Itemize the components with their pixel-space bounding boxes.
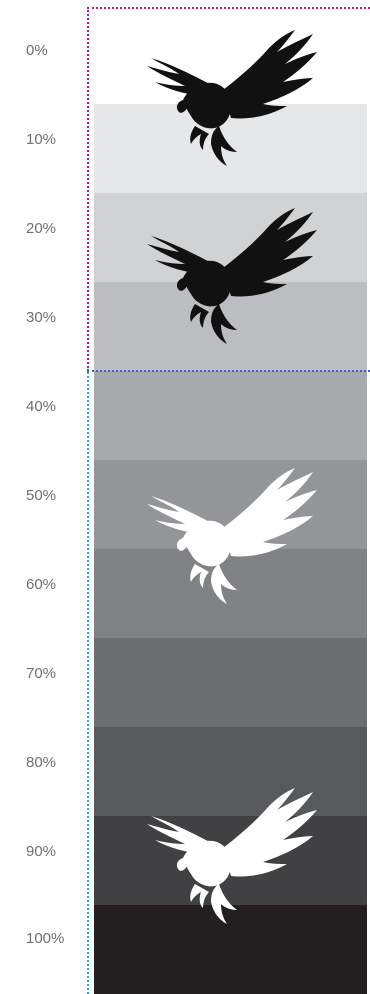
eagle-logo-black-icon [147, 208, 317, 344]
eagle-shape-2 [147, 208, 317, 344]
percent-label-70: 70% [26, 665, 57, 682]
eagle-logo-white-icon [147, 468, 317, 604]
guide-magenta-top [87, 7, 370, 9]
guide-cyan-left [87, 372, 89, 994]
swatch-80 [94, 727, 367, 816]
percent-label-60: 60% [26, 576, 57, 593]
swatch-60 [94, 549, 367, 638]
eagle-shape-1 [147, 30, 317, 166]
eagle-shape-4 [147, 788, 317, 924]
guide-magenta-left [87, 7, 89, 371]
percent-label-30: 30% [26, 309, 57, 326]
percent-label-0: 0% [26, 42, 48, 59]
percent-label-50: 50% [26, 487, 57, 504]
swatch-100 [94, 905, 367, 994]
percent-label-20: 20% [26, 220, 57, 237]
percent-label-100: 100% [26, 930, 65, 947]
eagle-logo-white-icon [147, 788, 317, 924]
swatch-40 [94, 371, 367, 460]
swatch-70 [94, 638, 367, 727]
eagle-shape-3 [147, 468, 317, 604]
guide-blue-horizontal [87, 370, 370, 372]
eagle-logo-black-icon [147, 30, 317, 166]
percent-label-80: 80% [26, 754, 57, 771]
percent-label-90: 90% [26, 843, 57, 860]
percent-label-10: 10% [26, 131, 57, 148]
percent-label-40: 40% [26, 398, 57, 415]
